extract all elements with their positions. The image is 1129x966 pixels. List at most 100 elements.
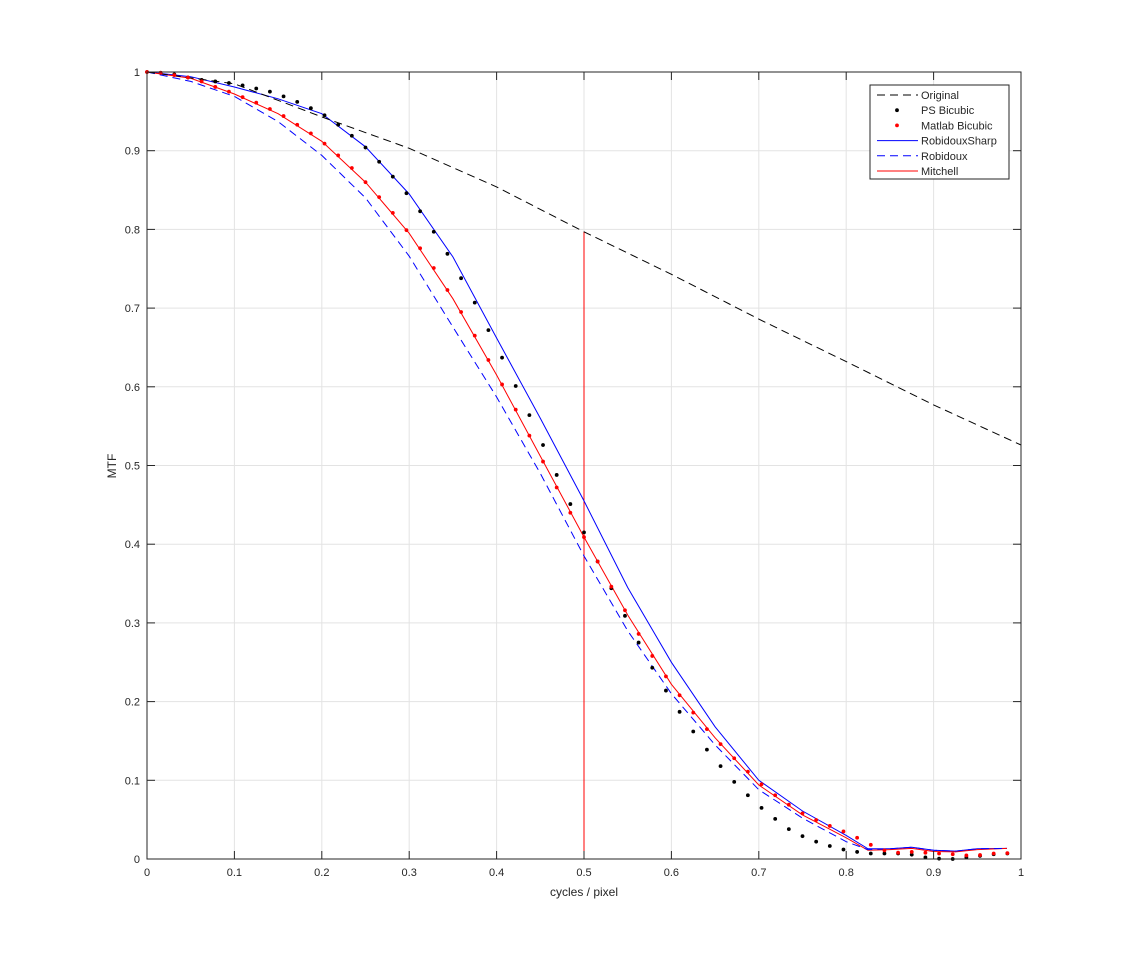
data-point-matlab-bicubic [186, 75, 190, 80]
data-point-ps-bicubic [855, 850, 860, 854]
data-point-ps-bicubic [718, 764, 723, 769]
legend-label-matlab-bicubic: Matlab Bicubic [921, 120, 993, 132]
data-point-ps-bicubic [882, 851, 887, 856]
series-matlab-bicubic [145, 70, 1010, 858]
data-point-ps-bicubic [677, 709, 682, 714]
x-tick-label: 0.9 [926, 867, 941, 879]
data-point-ps-bicubic [500, 355, 504, 360]
data-point-ps-bicubic [445, 251, 450, 256]
legend-marker-matlab-bicubic [895, 123, 899, 128]
data-point-matlab-bicubic [240, 95, 245, 100]
y-tick-label: 0.1 [125, 775, 140, 787]
series-line-robidouxsharp [146, 71, 1008, 852]
legend-label-mitchell: Mitchell [921, 166, 958, 178]
x-tick-label: 0.6 [664, 867, 679, 879]
x-tick-label: 0.3 [402, 867, 417, 879]
data-point-ps-bicubic [568, 502, 573, 506]
data-point-ps-bicubic [295, 100, 300, 104]
data-point-ps-bicubic [390, 174, 395, 179]
legend-label-original: Original [921, 90, 959, 102]
data-point-matlab-bicubic [814, 818, 819, 822]
legend-label-ps-bicubic: PS Bicubic [921, 105, 975, 117]
y-axis-label: MTF [105, 454, 119, 479]
data-point-ps-bicubic [923, 855, 928, 860]
data-point-ps-bicubic [623, 613, 627, 618]
data-point-matlab-bicubic [377, 195, 382, 200]
data-point-matlab-bicubic [568, 510, 573, 515]
data-point-ps-bicubic [541, 443, 545, 447]
x-tick-label: 1 [1018, 867, 1024, 879]
data-point-matlab-bicubic [459, 310, 463, 314]
legend-marker-ps-bicubic [895, 108, 899, 113]
data-point-matlab-bicubic [868, 842, 873, 847]
data-point-matlab-bicubic [554, 485, 559, 490]
data-point-ps-bicubic [800, 834, 805, 839]
data-point-matlab-bicubic [472, 333, 477, 338]
y-tick-label: 0.8 [125, 224, 140, 236]
x-tick-label: 0.4 [489, 867, 504, 879]
data-point-matlab-bicubic [199, 79, 204, 84]
data-point-matlab-bicubic [909, 850, 914, 854]
x-tick-label: 0.2 [314, 867, 329, 879]
data-point-matlab-bicubic [349, 166, 354, 170]
data-point-matlab-bicubic [964, 853, 969, 858]
x-tick-label: 0.1 [227, 867, 242, 879]
data-point-matlab-bicubic [664, 674, 668, 679]
data-point-matlab-bicubic [827, 824, 832, 828]
data-point-matlab-bicubic [158, 70, 163, 75]
data-point-ps-bicubic [322, 113, 327, 118]
data-point-matlab-bicubic [486, 358, 491, 362]
ticks: 0 0.1 0.2 0.3 0.4 0.5 0.6 0.7 0.8 0.9 1 0 0.1 0.2 0.3 0… [125, 67, 1024, 879]
legend-label-robidouxsharp: RobidouxSharp [921, 136, 997, 148]
data-point-ps-bicubic [814, 839, 819, 844]
data-point-matlab-bicubic [500, 382, 504, 387]
data-point-matlab-bicubic [786, 802, 791, 807]
data-point-ps-bicubic [404, 191, 409, 196]
data-point-ps-bicubic [745, 793, 750, 798]
data-point-ps-bicubic [650, 665, 655, 670]
y-tick-label: 0.3 [125, 618, 140, 630]
x-tick-label: 0 [144, 867, 150, 879]
data-point-matlab-bicubic [759, 782, 764, 787]
data-point-ps-bicubic [472, 300, 477, 305]
data-point-ps-bicubic [664, 688, 668, 693]
data-point-matlab-bicubic [172, 73, 177, 78]
y-tick-label: 0.7 [125, 303, 140, 315]
data-point-ps-bicubic [308, 106, 313, 111]
data-point-ps-bicubic [759, 805, 764, 810]
data-point-matlab-bicubic [254, 100, 259, 105]
data-point-matlab-bicubic [677, 693, 682, 698]
data-point-matlab-bicubic [745, 769, 750, 774]
y-tick-label: 0.2 [125, 697, 140, 709]
data-point-matlab-bicubic [718, 742, 723, 746]
legend: Original PS Bicubic Matlab Bicubic Robidoux… [869, 84, 1010, 180]
data-point-matlab-bicubic [363, 180, 368, 185]
data-point-ps-bicubic [281, 94, 286, 99]
data-point-ps-bicubic [868, 851, 873, 856]
data-point-ps-bicubic [336, 122, 341, 127]
data-point-matlab-bicubic [281, 114, 286, 118]
y-tick-label: 0 [134, 854, 140, 866]
data-point-matlab-bicubic [1005, 851, 1010, 855]
data-point-matlab-bicubic [418, 246, 423, 251]
data-point-ps-bicubic [240, 83, 245, 88]
data-point-matlab-bicubic [213, 85, 218, 89]
series-line-mitchell [146, 71, 1008, 853]
data-point-matlab-bicubic [636, 632, 641, 636]
data-point-matlab-bicubic [336, 153, 341, 158]
series-line-robidoux [146, 71, 1008, 852]
data-point-ps-bicubic [349, 133, 354, 138]
data-point-ps-bicubic [527, 413, 532, 418]
data-point-ps-bicubic [227, 81, 231, 85]
data-point-ps-bicubic [213, 79, 218, 84]
series-line-original [146, 71, 1022, 446]
y-tick-label: 0.6 [125, 382, 140, 394]
data-point-matlab-bicubic [882, 848, 887, 853]
data-point-ps-bicubic [582, 530, 586, 535]
data-point-matlab-bicubic [855, 835, 860, 840]
data-point-matlab-bicubic [896, 850, 900, 855]
data-point-ps-bicubic [773, 816, 778, 821]
data-point-matlab-bicubic [705, 727, 709, 732]
legend-label-robidoux: Robidoux [921, 151, 968, 163]
